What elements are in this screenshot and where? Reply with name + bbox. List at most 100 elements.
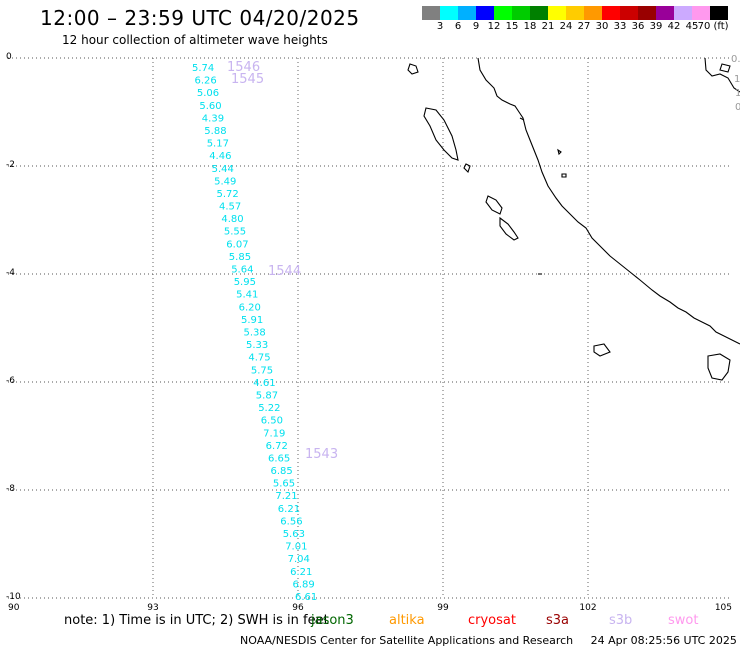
wave-height-value: 5.49 <box>214 176 236 187</box>
wave-height-value: 6.50 <box>261 416 283 427</box>
color-scale-swatches <box>422 6 728 20</box>
footer-credit: NOAA/NESDIS Center for Satellite Applica… <box>240 634 737 647</box>
latitude-tick: -2 <box>6 160 15 170</box>
coastline <box>407 57 740 381</box>
color-scale-label: 70 (ft) <box>697 21 729 32</box>
wave-height-value: 5.87 <box>256 391 278 402</box>
coastline-north-tip <box>704 57 740 93</box>
color-scale-label: 18 <box>523 21 537 32</box>
map-title: 12:00 – 23:59 UTC 04/20/2025 <box>40 6 360 30</box>
color-scale-label: 15 <box>505 21 519 32</box>
edge-value: 0 <box>735 102 740 113</box>
wave-height-value: 5.60 <box>199 101 221 112</box>
color-scale-label: 30 <box>595 21 609 32</box>
wave-height-value: 5.55 <box>224 227 246 238</box>
wave-height-value: 5.33 <box>246 340 268 351</box>
wave-height-value: 5.85 <box>229 252 251 263</box>
wave-height-value: 6.61 <box>295 592 317 603</box>
legend-swot: swot <box>668 613 699 628</box>
longitude-tick: 102 <box>579 603 596 613</box>
color-swatch <box>548 6 566 20</box>
wave-height-value: 4.57 <box>219 202 241 213</box>
color-swatch <box>638 6 656 20</box>
longitude-tick: 96 <box>292 603 304 613</box>
color-scale-legend: 3 6 9 12 15 18 21 24 27 30 33 36 39 42 45 70 (ft) <box>422 6 729 36</box>
island-south-east <box>707 353 731 381</box>
wave-height-value: 6.72 <box>266 441 288 452</box>
wave-height-value: 4.80 <box>221 214 243 225</box>
wave-height-value: 5.17 <box>207 139 229 150</box>
island-nias <box>423 107 459 161</box>
wave-height-value: 6.21 <box>290 567 312 578</box>
map-subtitle: 12 hour collection of altimeter wave hei… <box>62 33 328 47</box>
wave-height-value: 5.64 <box>231 265 253 276</box>
islet-5 <box>519 117 525 121</box>
longitude-tick: 105 <box>715 603 732 613</box>
color-scale-label: 27 <box>577 21 591 32</box>
wave-height-value: 6.26 <box>195 76 217 87</box>
legend-altika: altika <box>389 613 425 628</box>
latitude-tick: -8 <box>6 484 15 494</box>
color-swatch <box>602 6 620 20</box>
color-swatch <box>458 6 476 20</box>
footer-note: note: 1) Time is in UTC; 2) SWH is in fe… <box>64 613 329 628</box>
color-swatch <box>710 6 728 20</box>
wave-height-value: 6.65 <box>268 454 290 465</box>
edge-value: 1 <box>735 88 740 99</box>
legend-s3b: s3b <box>609 613 633 628</box>
legend-cryosat: cryosat <box>468 613 516 628</box>
latitude-tick: -6 <box>6 376 15 386</box>
wave-height-value: 5.41 <box>236 290 258 301</box>
wave-height-value: 6.20 <box>239 302 261 313</box>
pass-number-label: 1546 <box>227 60 260 75</box>
wave-height-value: 6.56 <box>280 516 302 527</box>
wave-height-value: 5.75 <box>251 365 273 376</box>
longitude-tick: 99 <box>437 603 449 613</box>
color-swatch <box>440 6 458 20</box>
color-swatch <box>656 6 674 20</box>
wave-height-value: 7.19 <box>263 428 285 439</box>
color-swatch <box>566 6 584 20</box>
legend-jason3: jason3 <box>311 613 354 628</box>
island-enggano <box>593 343 611 357</box>
wave-height-value: 6.07 <box>226 239 248 250</box>
legend-s3a: s3a <box>546 613 570 628</box>
wave-height-value: 6.85 <box>271 466 293 477</box>
color-swatch <box>494 6 512 20</box>
longitude-tick: 93 <box>147 603 158 613</box>
wave-height-value: 5.38 <box>244 328 266 339</box>
color-scale-label: 33 <box>613 21 627 32</box>
right-edge-labels: 0.2 1 1 0 <box>731 54 740 113</box>
coastline-sumatra-java <box>477 57 740 345</box>
wave-height-value: 4.39 <box>202 113 224 124</box>
color-scale-label: 39 <box>649 21 663 32</box>
color-scale-label: 42 <box>667 21 681 32</box>
color-scale-label: 45 <box>685 21 699 32</box>
wave-height-value: 5.06 <box>197 88 219 99</box>
latitude-tick: -4 <box>6 268 15 278</box>
color-swatch <box>584 6 602 20</box>
wave-height-value: 5.95 <box>234 277 256 288</box>
wave-height-value: 5.74 <box>192 63 214 74</box>
wave-height-value: 5.72 <box>217 189 239 200</box>
wave-height-value: 7.04 <box>288 554 310 565</box>
color-swatch <box>512 6 530 20</box>
credit-text: NOAA/NESDIS Center for Satellite Applica… <box>240 634 574 647</box>
pass-number-label: 1543 <box>305 447 338 462</box>
color-swatch <box>620 6 638 20</box>
islet-1 <box>557 148 562 156</box>
pass-number-label: 1544 <box>268 264 301 279</box>
wave-height-value: 5.63 <box>283 529 305 540</box>
wave-height-value: 4.61 <box>253 378 275 389</box>
axis-labels: 90 93 96 99 102 105 0 -2 -4 -6 -8 -10 <box>6 52 732 613</box>
islet-4 <box>719 63 731 73</box>
wave-height-value: 6.21 <box>278 504 300 515</box>
island-siberut <box>485 195 503 215</box>
color-swatch <box>530 6 548 20</box>
generated-timestamp: 24 Apr 08:25:56 UTC 2025 <box>590 634 737 647</box>
island-pagai <box>499 216 519 241</box>
pass-number-label: 1545 <box>231 72 264 87</box>
edge-value: 1 <box>734 74 740 85</box>
